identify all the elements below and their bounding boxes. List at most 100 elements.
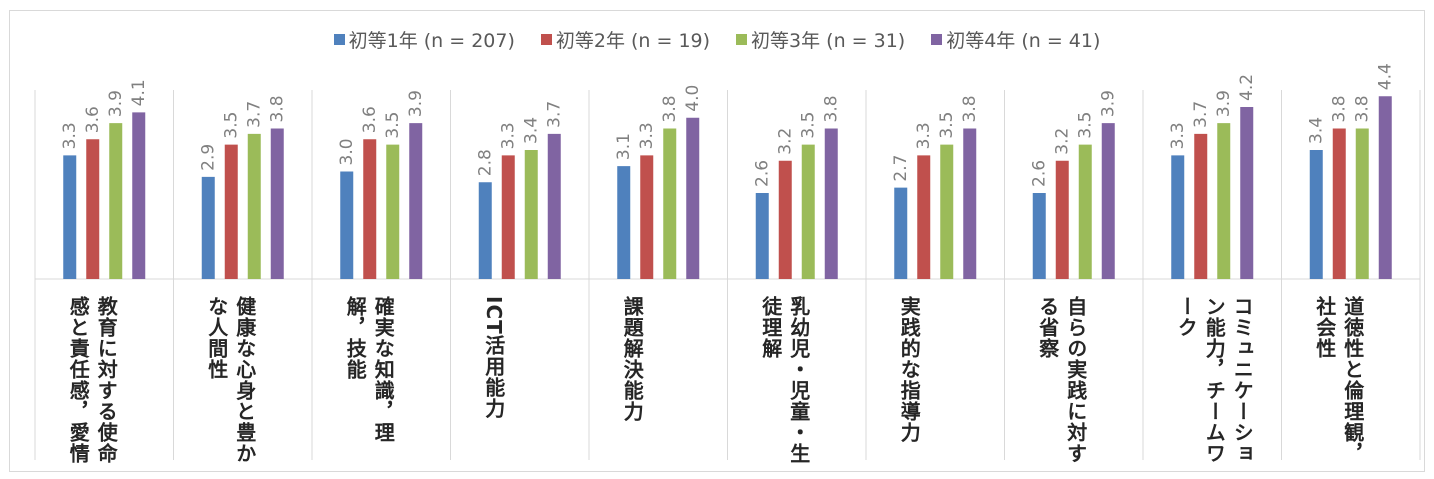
data-label: 3.7 bbox=[1191, 101, 1211, 128]
bar bbox=[1171, 155, 1185, 279]
data-label: 3.3 bbox=[60, 122, 80, 149]
bar bbox=[224, 144, 238, 279]
legend-item: 初等1年 (n = 207) bbox=[333, 26, 515, 53]
data-label: 3.8 bbox=[821, 95, 841, 122]
category-label: 教育に対する使命感と責任感，愛情 bbox=[66, 296, 119, 464]
bar bbox=[409, 123, 423, 279]
data-label: 2.6 bbox=[1029, 160, 1049, 187]
bar bbox=[894, 187, 908, 279]
bar bbox=[1217, 123, 1231, 279]
bar bbox=[663, 128, 677, 279]
data-label: 3.5 bbox=[1075, 112, 1095, 139]
data-label: 2.9 bbox=[198, 144, 218, 171]
bar bbox=[1078, 144, 1092, 279]
bar bbox=[132, 112, 146, 279]
data-label: 3.5 bbox=[221, 112, 241, 139]
legend-item: 初等3年 (n = 31) bbox=[736, 26, 905, 53]
data-label: 4.1 bbox=[129, 79, 149, 106]
category-label: 確実な知識，理解，技能 bbox=[343, 296, 396, 443]
bar bbox=[109, 123, 123, 279]
legend-item: 初等2年 (n = 19) bbox=[540, 26, 710, 53]
category-label: ICT活用能力 bbox=[481, 296, 506, 419]
bar bbox=[1378, 96, 1392, 279]
data-label: 3.8 bbox=[660, 95, 680, 122]
bar bbox=[778, 160, 792, 279]
data-label: 3.8 bbox=[1329, 95, 1349, 122]
bar bbox=[801, 144, 815, 279]
data-label: 3.9 bbox=[106, 90, 126, 117]
bar bbox=[1355, 128, 1369, 279]
data-label: 4.0 bbox=[683, 85, 703, 112]
data-label: 3.2 bbox=[1052, 128, 1072, 155]
data-label: 3.7 bbox=[244, 101, 264, 128]
data-label: 2.6 bbox=[752, 160, 772, 187]
bar bbox=[363, 139, 377, 279]
bar bbox=[1332, 128, 1346, 279]
bar bbox=[755, 193, 769, 279]
data-label: 3.4 bbox=[521, 117, 541, 144]
data-label: 3.6 bbox=[360, 106, 380, 133]
data-label: 4.2 bbox=[1237, 74, 1257, 101]
data-label: 4.4 bbox=[1375, 63, 1395, 90]
data-label: 3.3 bbox=[1168, 122, 1188, 149]
legend-label: 初等1年 (n = 207) bbox=[348, 29, 515, 52]
legend-label: 初等3年 (n = 31) bbox=[751, 29, 906, 52]
category-label: 道徳性と倫理観，社会性 bbox=[1312, 296, 1365, 464]
bar bbox=[340, 171, 354, 279]
data-label: 3.1 bbox=[614, 133, 634, 160]
bar bbox=[1055, 160, 1069, 279]
bar bbox=[547, 133, 561, 279]
data-label: 3.3 bbox=[498, 122, 518, 149]
bar bbox=[386, 144, 400, 279]
category-label: 健康な心身と豊かな人間性 bbox=[204, 296, 257, 464]
category-label: 課題解決能力 bbox=[620, 296, 645, 422]
legend-item: 初等4年 (n = 41) bbox=[931, 26, 1100, 53]
category-label: 乳幼児・児童・生徒理解 bbox=[758, 296, 811, 464]
legend-swatch bbox=[931, 33, 943, 45]
data-label: 3.4 bbox=[1306, 117, 1326, 144]
bar bbox=[940, 144, 954, 279]
bar bbox=[617, 166, 631, 279]
data-label: 2.8 bbox=[475, 149, 495, 176]
bar bbox=[524, 150, 538, 279]
bar bbox=[686, 117, 700, 279]
bar bbox=[501, 155, 515, 279]
legend: 初等1年 (n = 207) 初等2年 (n = 19) 初等3年 (n = 31)… bbox=[0, 24, 1434, 54]
data-label: 3.9 bbox=[1098, 90, 1118, 117]
legend-swatch bbox=[333, 33, 345, 45]
bar bbox=[1240, 107, 1254, 279]
data-label: 3.8 bbox=[267, 95, 287, 122]
bar bbox=[270, 128, 284, 279]
legend-label: 初等4年 (n = 41) bbox=[946, 29, 1101, 52]
category-label: コミュニケーション能力，チームワーク bbox=[1174, 296, 1255, 464]
data-label: 3.5 bbox=[383, 112, 403, 139]
bar bbox=[824, 128, 838, 279]
category-label: 実践的な指導力 bbox=[897, 296, 922, 443]
data-label: 3.9 bbox=[1214, 90, 1234, 117]
chart-frame bbox=[9, 10, 1425, 472]
bar bbox=[478, 182, 492, 279]
data-label: 3.7 bbox=[544, 101, 564, 128]
bar bbox=[63, 155, 77, 279]
bar bbox=[917, 155, 931, 279]
legend-swatch bbox=[736, 33, 748, 45]
data-label: 2.7 bbox=[891, 155, 911, 182]
data-label: 3.5 bbox=[798, 112, 818, 139]
bar bbox=[86, 139, 100, 279]
data-label: 3.9 bbox=[406, 90, 426, 117]
data-label: 3.3 bbox=[637, 122, 657, 149]
bar bbox=[1101, 123, 1115, 279]
data-label: 3.6 bbox=[83, 106, 103, 133]
bar bbox=[1032, 193, 1046, 279]
data-label: 3.8 bbox=[960, 95, 980, 122]
bar bbox=[247, 133, 261, 279]
data-label: 3.2 bbox=[775, 128, 795, 155]
data-label: 3.5 bbox=[937, 112, 957, 139]
data-label: 3.8 bbox=[1352, 95, 1372, 122]
legend-swatch bbox=[540, 33, 552, 45]
bar bbox=[201, 176, 215, 279]
bar bbox=[640, 155, 654, 279]
bar bbox=[963, 128, 977, 279]
category-label: 自らの実践に対する省察 bbox=[1035, 296, 1088, 464]
